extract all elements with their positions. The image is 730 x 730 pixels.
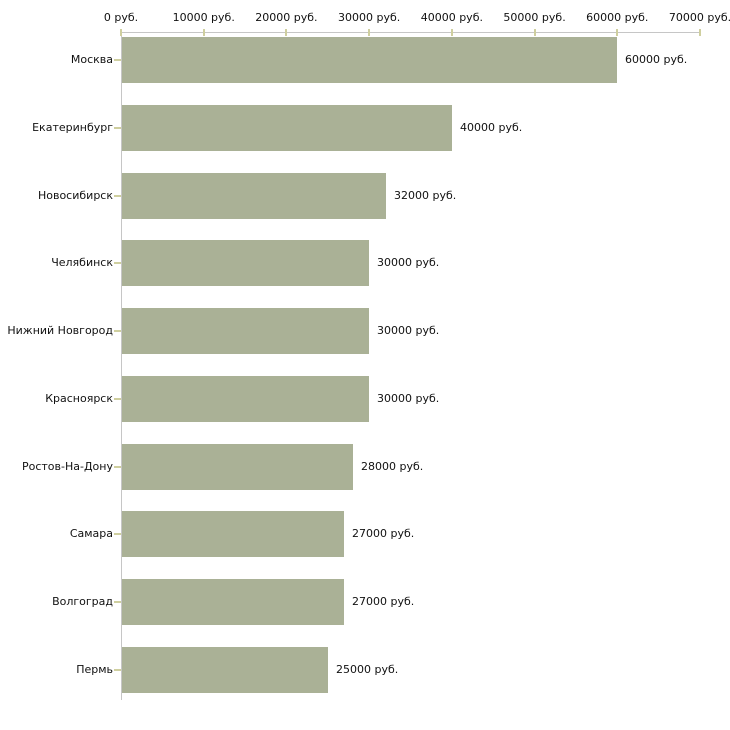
x-tick-label: 20000 руб. (255, 11, 318, 24)
value-label: 27000 руб. (352, 527, 415, 541)
category-label: Нижний Новгород (7, 324, 113, 337)
x-tick-mark (533, 29, 536, 36)
x-axis-line (121, 32, 700, 33)
y-tick-mark (114, 330, 121, 332)
category-label: Екатеринбург (32, 120, 113, 134)
value-label: 40000 руб. (460, 120, 523, 134)
bar (122, 443, 353, 490)
x-tick-label: 30000 руб. (338, 11, 401, 24)
bar (122, 172, 386, 219)
y-tick-mark (114, 397, 121, 400)
y-tick-mark (114, 126, 121, 129)
category-label: Ростов-На-Дону (21, 459, 113, 473)
x-tick-mark (202, 29, 205, 36)
category-label: Челябинск (51, 256, 113, 270)
value-label: 25000 руб. (336, 662, 399, 676)
value-label: 30000 руб. (377, 391, 440, 405)
y-tick-mark (114, 59, 121, 61)
x-tick-mark (616, 29, 619, 36)
x-tick-mark (368, 29, 371, 36)
category-label: Новосибирск (37, 188, 113, 202)
value-label: 27000 руб. (352, 595, 415, 608)
value-label: 30000 руб. (377, 256, 440, 270)
x-tick-mark (120, 29, 122, 36)
bar (122, 511, 344, 558)
x-tick-mark (699, 29, 701, 36)
y-tick-mark (114, 262, 121, 265)
y-axis-line (121, 32, 122, 700)
category-label: Москва (70, 53, 113, 66)
x-tick-mark (285, 29, 288, 36)
category-label: Пермь (76, 662, 113, 676)
value-label: 30000 руб. (377, 324, 440, 337)
x-tick-label: 0 руб. (103, 11, 139, 24)
y-tick-mark (114, 194, 121, 197)
bar (122, 579, 344, 625)
bar (122, 104, 452, 151)
y-tick-mark (114, 465, 121, 468)
category-label: Волгоград (52, 595, 113, 608)
x-tick-label: 50000 руб. (503, 11, 566, 24)
bar (122, 646, 328, 693)
x-tick-label: 60000 руб. (586, 11, 649, 24)
y-tick-mark (114, 601, 121, 603)
x-tick-label: 70000 руб. (668, 11, 730, 24)
x-tick-mark (450, 29, 453, 36)
value-label: 60000 руб. (625, 53, 688, 66)
x-tick-label: 10000 руб. (172, 11, 235, 24)
bar (122, 308, 369, 354)
bar (122, 375, 369, 422)
category-label: Красноярск (45, 391, 113, 405)
category-label: Самара (69, 527, 113, 541)
bar (122, 37, 617, 83)
y-tick-mark (114, 533, 121, 536)
value-label: 32000 руб. (394, 188, 457, 202)
y-tick-mark (114, 668, 121, 671)
bar (122, 240, 369, 287)
value-label: 28000 руб. (361, 459, 424, 473)
x-tick-label: 40000 руб. (420, 11, 483, 24)
